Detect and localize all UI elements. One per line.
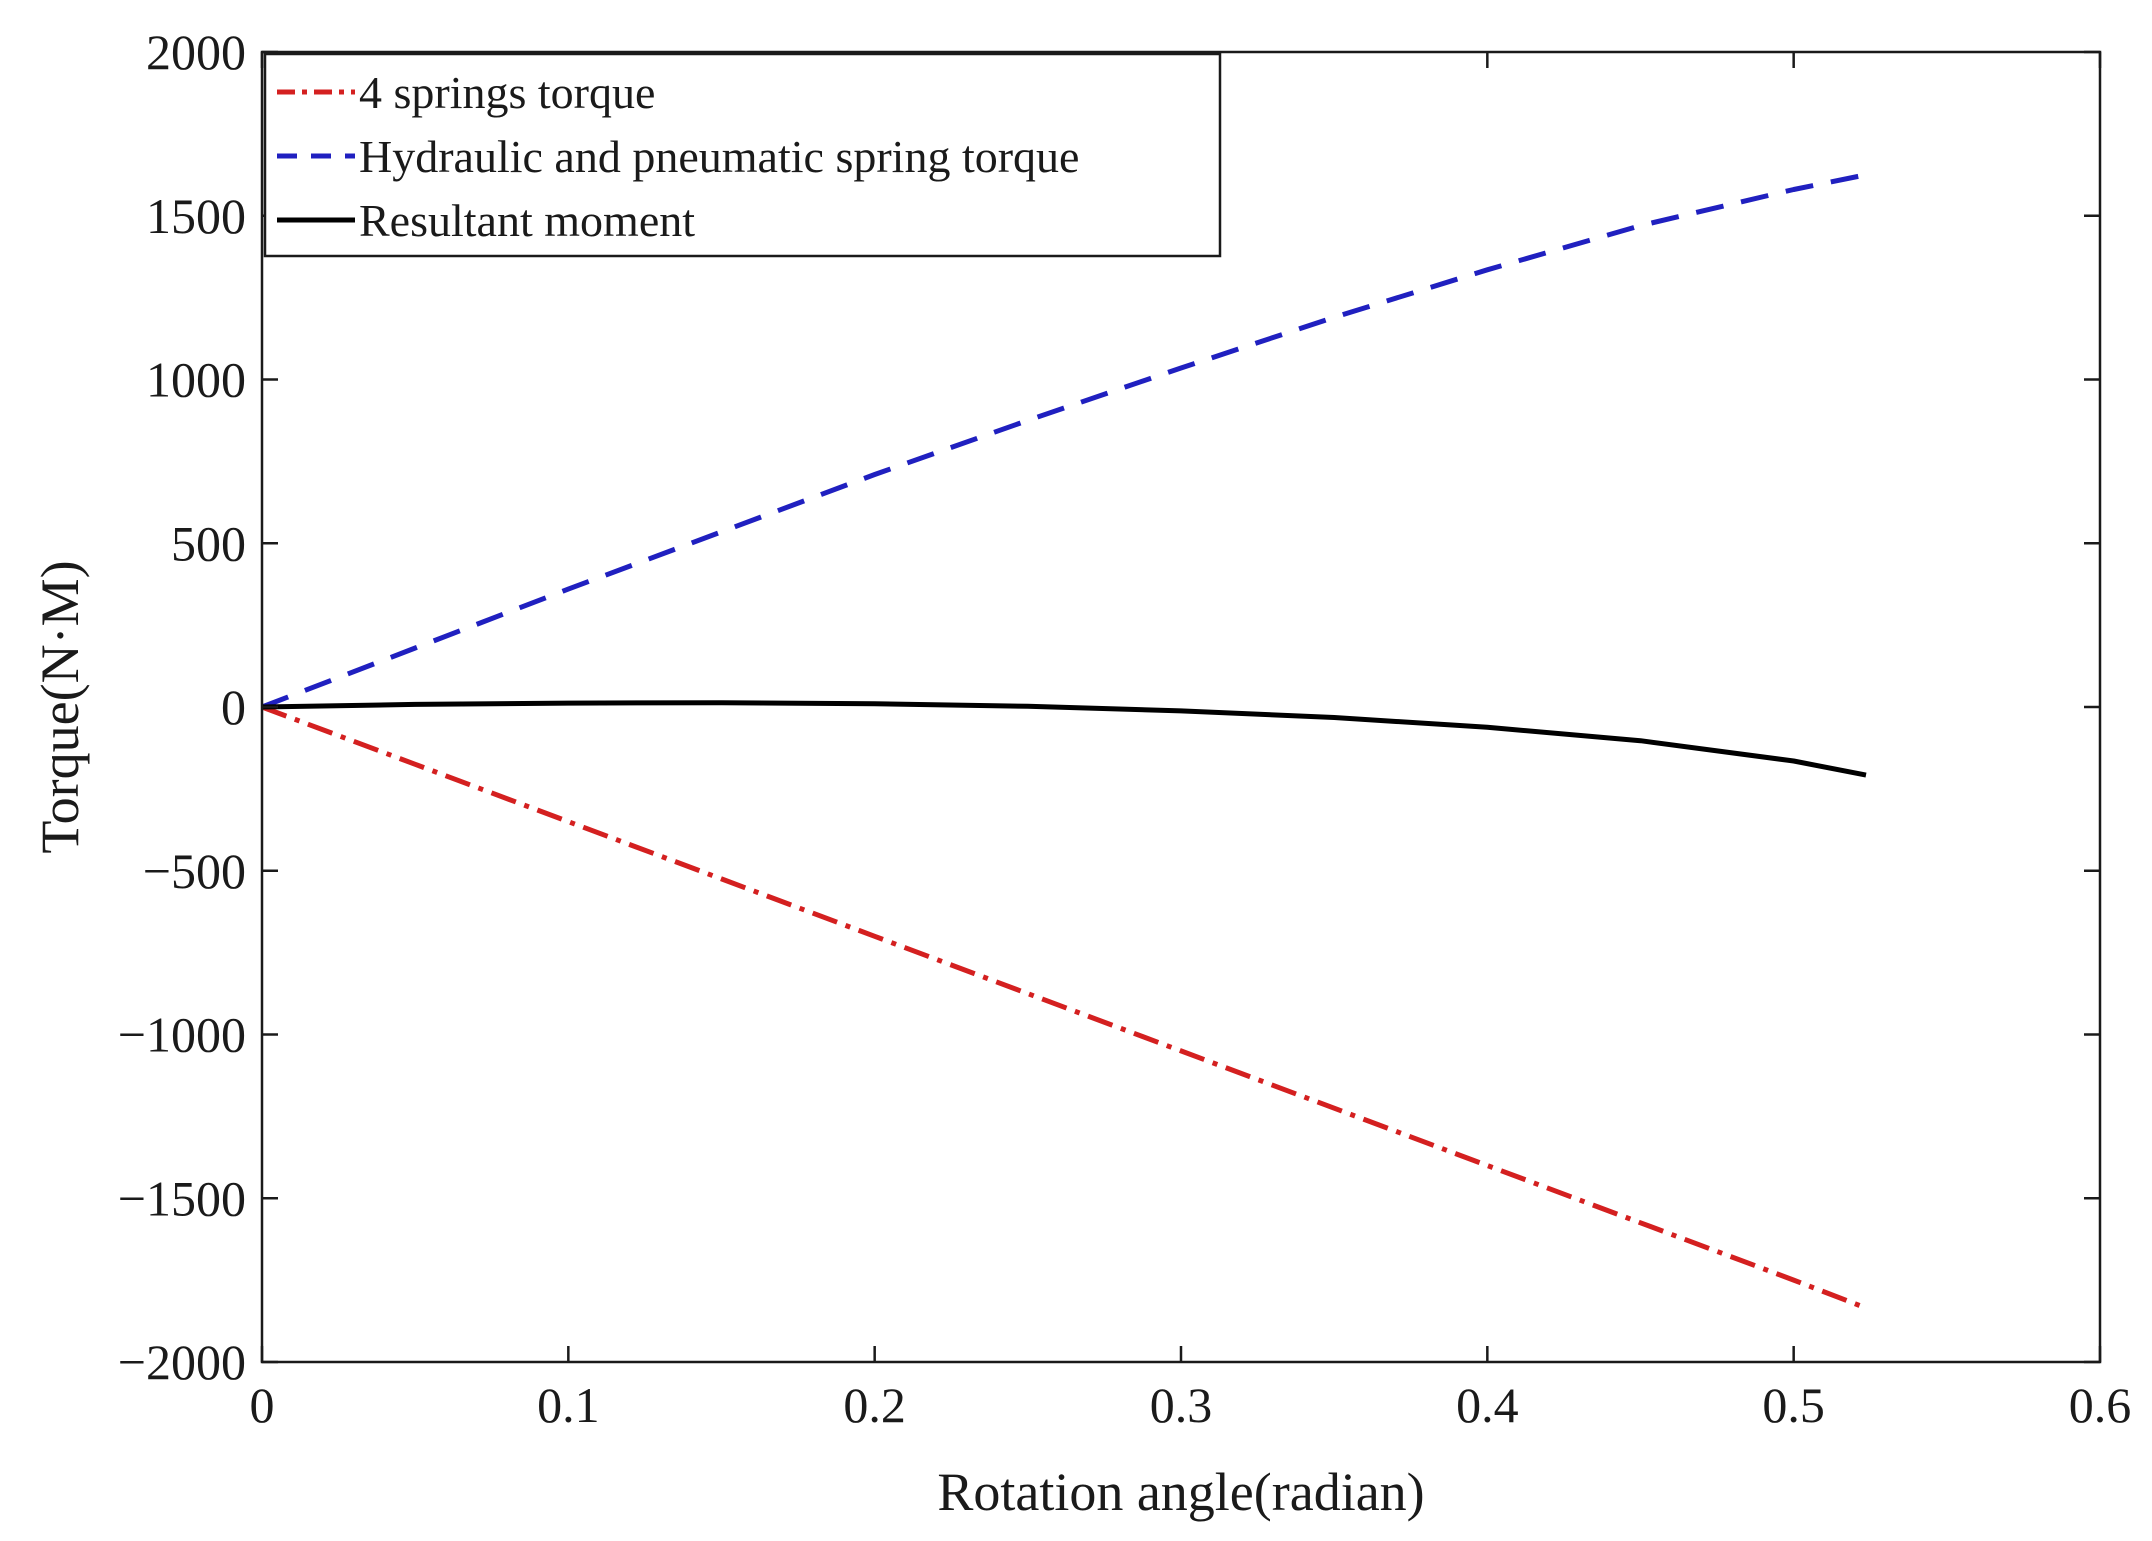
y-tick-label: 1500 xyxy=(146,188,246,244)
x-tick-label: 0.6 xyxy=(2069,1377,2132,1433)
x-tick-label: 0 xyxy=(250,1377,275,1433)
y-tick-label: −2000 xyxy=(118,1334,246,1390)
y-tick-label: 1000 xyxy=(146,352,246,408)
legend-label: 4 springs torque xyxy=(359,67,655,118)
x-axis-title: Rotation angle(radian) xyxy=(937,1462,1424,1522)
y-tick-label: −500 xyxy=(143,843,246,899)
x-tick-label: 0.1 xyxy=(537,1377,600,1433)
legend-label: Hydraulic and pneumatic spring torque xyxy=(359,131,1079,182)
y-axis-title: Torque(N·M) xyxy=(30,560,90,853)
legend: 4 springs torque Hydraulic and pneumatic … xyxy=(263,52,1222,258)
y-tick-label: −1500 xyxy=(118,1170,246,1226)
series-resultant-moment xyxy=(261,700,1867,778)
y-tick-label: 0 xyxy=(221,679,246,735)
x-tick-label: 0.4 xyxy=(1456,1377,1519,1433)
x-tick-label: 0.3 xyxy=(1150,1377,1213,1433)
x-tick-label: 0.5 xyxy=(1762,1377,1825,1433)
tick-labels: 0 0.1 0.2 0.3 0.4 0.5 0.6 −2000 −1500 −1000 −500 0 5… xyxy=(118,24,2131,1433)
y-tick-label: 500 xyxy=(171,515,246,571)
x-tick-label: 0.2 xyxy=(843,1377,906,1433)
legend-box xyxy=(263,52,1222,258)
series-hydraulic-and-pneumatic-spring-torque xyxy=(261,172,1867,710)
y-tick-label: −1000 xyxy=(118,1007,246,1063)
series-4-springs-torque xyxy=(261,704,1867,1311)
y-tick-label: 2000 xyxy=(146,24,246,80)
legend-label: Resultant moment xyxy=(359,195,695,246)
plot-area xyxy=(261,172,1867,1311)
